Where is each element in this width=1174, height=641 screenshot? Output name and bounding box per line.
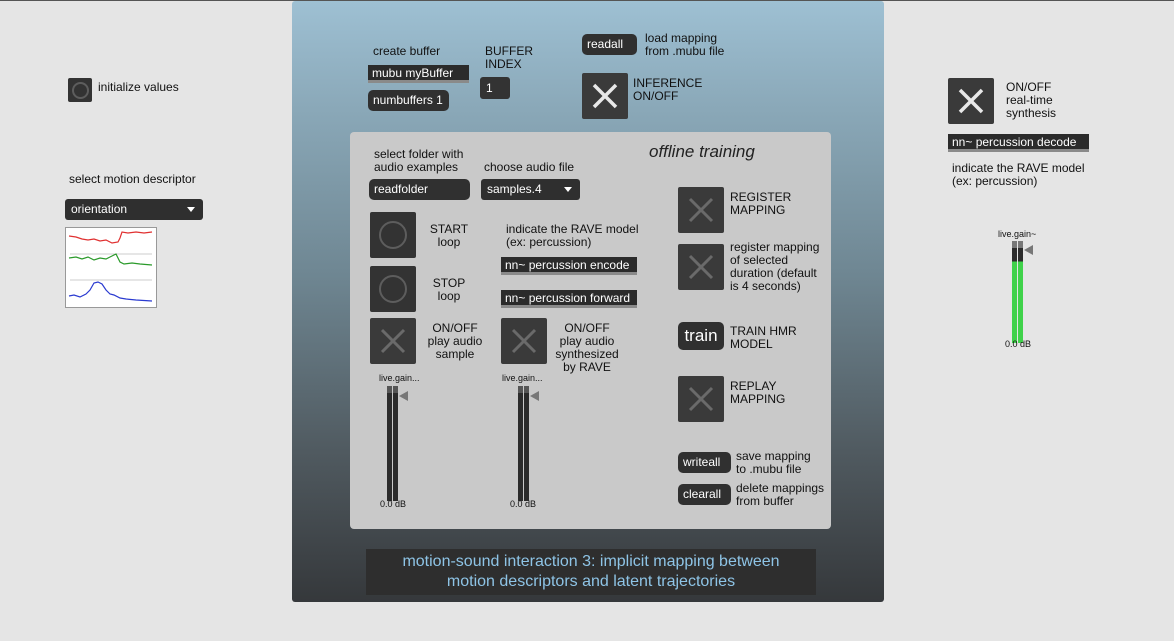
x-toggle-icon [511,328,537,354]
motion-descriptor-value: orientation [71,202,128,216]
top-border [0,0,1174,1]
circle-bang-icon [72,82,89,99]
motion-descriptor-dropdown[interactable]: orientation [65,199,203,220]
chevron-down-icon [564,187,572,192]
gain-slider-synthesis[interactable]: live.gain~ 0.0 dB [998,229,1048,354]
x-toggle-icon [688,254,714,280]
realtime-synthesis-toggle[interactable] [948,78,994,124]
chevron-down-icon [187,207,195,212]
nn-forward-object[interactable]: nn~ percussion forward [501,290,637,308]
train-label: TRAIN HMR MODEL [730,324,797,351]
gain-meter-left [1012,241,1017,343]
rave-model-label-right: indicate the RAVE model (ex: percussion) [952,161,1085,188]
motion-plot-svg [68,231,153,302]
gain-db: 0.0 dB [1005,339,1032,349]
inference-label: INFERENCE ON/OFF [633,76,703,103]
inference-toggle[interactable] [582,73,628,119]
nn-decode-object[interactable]: nn~ percussion decode [948,134,1089,152]
delete-mappings-label: delete mappings from buffer [736,481,825,508]
x-toggle-icon [958,88,984,114]
plot-line-green [68,253,153,266]
patch-title-line2: motion descriptors and latent trajectori… [446,573,736,590]
mubu-buffer-object[interactable]: mubu myBuffer [368,65,469,83]
register-mapping-toggle[interactable] [678,187,724,233]
start-loop-label: START loop [429,222,469,249]
patch-title: motion-sound interaction 3: implicit map… [366,549,816,595]
gain-meter-right [1018,241,1023,343]
circle-bang-icon [379,221,407,249]
stop-loop-button[interactable] [370,266,416,312]
register-mapping-label: REGISTER MAPPING [730,190,792,217]
choose-audio-label: choose audio file [484,160,575,174]
select-folder-label: select folder with audio examples [374,147,464,174]
plot-line-red [68,231,153,244]
gain-meter-left [387,386,392,501]
x-toggle-icon [592,83,618,109]
motion-plot [65,227,157,308]
gain-db: 0.0 dB [380,499,407,509]
register-duration-label: register mapping of selected duration (d… [730,240,820,293]
gain-thumb[interactable] [399,391,408,401]
buffer-index-label: BUFFER INDEX [485,44,533,71]
clearall-button[interactable]: clearall [678,484,731,505]
gain-slider-sample[interactable]: live.gain... 0.0 dB [379,373,420,513]
gain-meter-left [518,386,523,501]
nn-encode-object[interactable]: nn~ percussion encode [501,257,637,275]
gain-slider-rave[interactable]: live.gain... 0.0 dB [502,373,543,513]
patch-title-line1: motion-sound interaction 3: implicit map… [402,553,780,570]
motion-descriptor-label: select motion descriptor [69,172,196,186]
audio-file-dropdown[interactable]: samples.4 [481,179,580,200]
readall-button[interactable]: readall [582,34,637,55]
x-toggle-icon [688,386,714,412]
play-sample-toggle[interactable] [370,318,416,364]
gain-meter-right [524,386,529,501]
initialize-button[interactable] [68,78,92,102]
gain-meter-right [393,386,398,501]
realtime-synthesis-label: ON/OFF real-time synthesis [1006,80,1057,120]
gain-title: live.gain~ [998,229,1037,239]
x-toggle-icon [688,197,714,223]
stop-loop-label: STOP loop [432,276,466,303]
replay-mapping-toggle[interactable] [678,376,724,422]
save-mapping-label: save mapping to .mubu file [736,449,811,476]
play-rave-toggle[interactable] [501,318,547,364]
initialize-label: initialize values [98,80,179,94]
train-button[interactable]: train [678,322,724,350]
buffer-index-number[interactable]: 1 [480,77,510,99]
x-toggle-icon [380,328,406,354]
gain-title: live.gain... [379,373,420,383]
play-rave-label: ON/OFF play audio synthesized by RAVE [555,321,619,374]
offline-training-title: offline training [649,142,755,161]
gain-thumb[interactable] [530,391,539,401]
readfolder-button[interactable]: readfolder [369,179,470,200]
writeall-button[interactable]: writeall [678,452,731,473]
create-buffer-label: create buffer [373,44,441,58]
gain-title: live.gain... [502,373,543,383]
load-mapping-label: load mapping from .mubu file [645,31,725,58]
audio-file-value: samples.4 [487,182,542,196]
gain-db: 0.0 dB [510,499,537,509]
gain-thumb[interactable] [1024,245,1033,255]
plot-line-blue [68,281,153,302]
start-loop-button[interactable] [370,212,416,258]
replay-mapping-label: REPLAY MAPPING [730,379,786,406]
play-sample-label: ON/OFF play audio sample [427,321,483,361]
numbuffers-button[interactable]: numbuffers 1 [368,90,449,111]
circle-bang-icon [379,275,407,303]
rave-model-label-offline: indicate the RAVE model (ex: percussion) [506,222,639,249]
register-duration-toggle[interactable] [678,244,724,290]
